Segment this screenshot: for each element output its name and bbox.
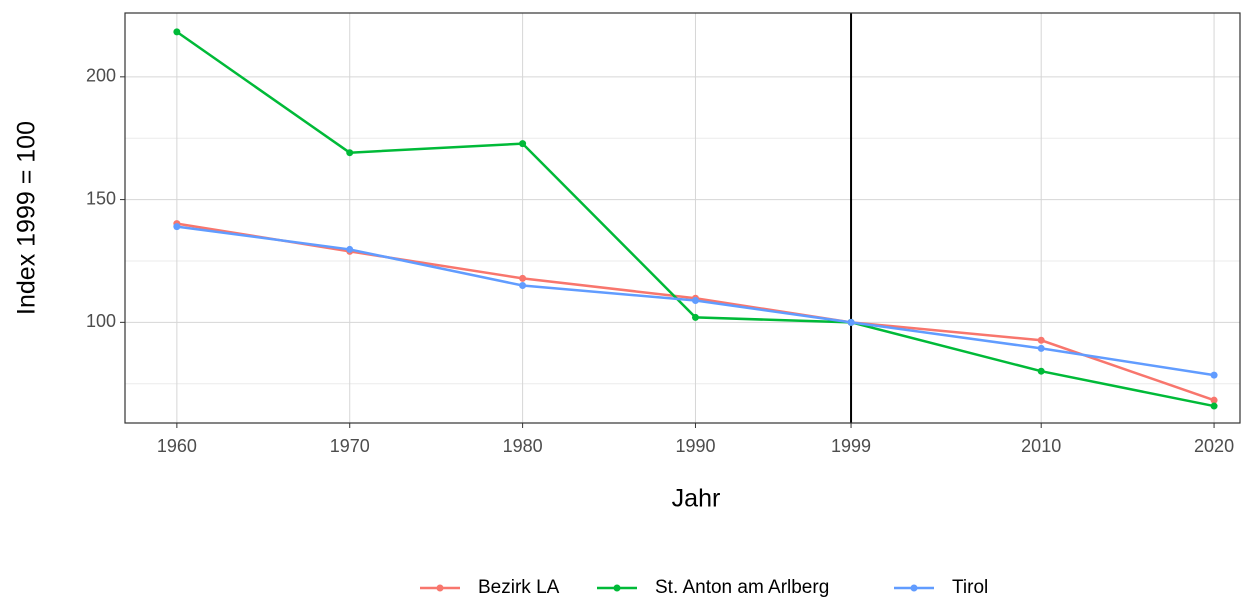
panel-border xyxy=(124,12,1241,424)
x-tick-label: 1970 xyxy=(330,436,370,456)
data-point xyxy=(519,140,527,148)
legend-label: Tirol xyxy=(952,577,988,598)
data-point xyxy=(346,149,354,157)
data-point xyxy=(691,296,699,304)
data-point xyxy=(173,28,181,36)
data-point xyxy=(1037,367,1045,375)
data-point xyxy=(519,274,527,282)
y-tick-label: 200 xyxy=(86,66,116,86)
x-tick-label: 2010 xyxy=(1021,436,1061,456)
legend-label: Bezirk LA xyxy=(478,577,560,598)
x-axis-title: Jahr xyxy=(672,485,721,513)
data-point xyxy=(1210,396,1218,404)
legend-swatch-point xyxy=(613,584,621,592)
x-tick-label: 1990 xyxy=(675,436,715,456)
data-point xyxy=(1037,344,1045,352)
x-tick-label: 1980 xyxy=(503,436,543,456)
data-point xyxy=(173,223,181,231)
y-tick-label: 150 xyxy=(86,188,116,208)
data-point xyxy=(691,313,699,321)
data-point xyxy=(1210,371,1218,379)
legend-swatch-point xyxy=(436,584,444,592)
x-tick-label: 1999 xyxy=(831,436,871,456)
data-point xyxy=(1037,336,1045,344)
data-point xyxy=(1210,402,1218,410)
y-tick-label: 100 xyxy=(86,311,116,331)
legend-label: St. Anton am Arlberg xyxy=(655,577,829,598)
legend-swatch-point xyxy=(910,584,918,592)
y-axis-title: Index 1999 = 100 xyxy=(13,121,41,315)
data-point xyxy=(519,282,527,290)
x-tick-label: 1960 xyxy=(157,436,197,456)
data-point xyxy=(847,318,855,326)
x-tick-label: 2020 xyxy=(1194,436,1234,456)
data-point xyxy=(346,245,354,253)
